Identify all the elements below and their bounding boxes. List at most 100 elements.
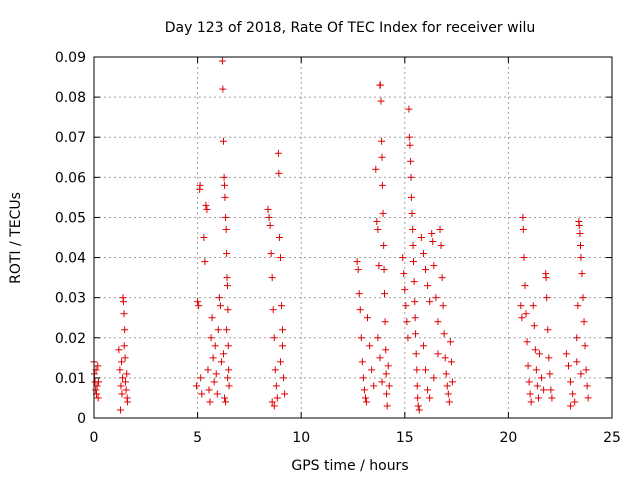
x-tick-label: 25 bbox=[603, 430, 621, 446]
data-point bbox=[121, 354, 129, 362]
data-point bbox=[362, 398, 370, 406]
data-point bbox=[519, 213, 527, 221]
x-axis-label: GPS time / hours bbox=[291, 458, 408, 474]
data-point bbox=[419, 342, 427, 350]
data-point bbox=[525, 378, 533, 386]
data-point bbox=[575, 221, 583, 229]
data-point bbox=[360, 386, 368, 394]
data-point bbox=[518, 314, 526, 322]
data-point bbox=[432, 294, 440, 302]
data-point bbox=[269, 306, 277, 314]
data-point bbox=[408, 209, 416, 217]
data-point bbox=[439, 302, 447, 310]
data-point bbox=[203, 205, 211, 213]
data-point bbox=[546, 370, 554, 378]
data-point bbox=[540, 386, 548, 394]
data-point bbox=[356, 306, 364, 314]
data-point bbox=[218, 57, 226, 65]
data-point bbox=[223, 250, 231, 258]
data-point bbox=[446, 338, 454, 346]
data-point bbox=[410, 258, 418, 266]
data-point bbox=[196, 181, 204, 189]
data-point bbox=[384, 362, 392, 370]
data-point bbox=[543, 294, 551, 302]
data-point bbox=[376, 81, 384, 89]
data-point bbox=[119, 298, 127, 306]
data-point bbox=[430, 374, 438, 382]
data-point bbox=[567, 378, 575, 386]
data-point bbox=[379, 209, 387, 217]
data-point bbox=[415, 406, 423, 414]
data-point bbox=[429, 238, 437, 246]
data-point bbox=[220, 173, 228, 181]
data-point bbox=[584, 394, 592, 402]
data-point bbox=[383, 390, 391, 398]
x-tick-label: 15 bbox=[396, 430, 414, 446]
data-point bbox=[118, 390, 126, 398]
data-point bbox=[117, 406, 125, 414]
data-point bbox=[545, 354, 553, 362]
data-point bbox=[426, 394, 434, 402]
data-point bbox=[406, 141, 414, 149]
axis-ticks bbox=[93, 56, 613, 419]
data-point bbox=[361, 394, 369, 402]
data-point bbox=[373, 217, 381, 225]
data-point bbox=[205, 386, 213, 394]
data-point bbox=[582, 366, 590, 374]
data-point bbox=[410, 278, 418, 286]
y-tick-label: 0.02 bbox=[55, 331, 86, 347]
data-point bbox=[444, 390, 452, 398]
data-point bbox=[409, 242, 417, 250]
data-point bbox=[403, 318, 411, 326]
data-point bbox=[354, 266, 362, 274]
x-tick-label: 10 bbox=[292, 430, 310, 446]
data-point bbox=[209, 354, 217, 362]
data-point bbox=[378, 378, 386, 386]
data-point bbox=[527, 398, 535, 406]
data-point bbox=[266, 221, 274, 229]
data-point bbox=[222, 398, 230, 406]
data-point bbox=[411, 314, 419, 322]
data-point bbox=[520, 254, 528, 262]
data-point bbox=[419, 250, 427, 258]
data-point bbox=[370, 382, 378, 390]
y-tick-label: 0.01 bbox=[55, 371, 86, 387]
data-point bbox=[221, 193, 229, 201]
data-point bbox=[412, 350, 420, 358]
data-point bbox=[521, 282, 529, 290]
data-point bbox=[204, 366, 212, 374]
data-point bbox=[224, 374, 232, 382]
data-point bbox=[265, 213, 273, 221]
data-point bbox=[193, 382, 201, 390]
y-tick-label: 0.06 bbox=[55, 170, 86, 186]
data-point bbox=[577, 242, 585, 250]
data-point bbox=[115, 346, 123, 354]
y-tick-label: 0.08 bbox=[55, 90, 86, 106]
data-point bbox=[577, 254, 585, 262]
data-point bbox=[524, 362, 532, 370]
data-point bbox=[569, 390, 577, 398]
data-point bbox=[544, 326, 552, 334]
data-point bbox=[200, 234, 208, 241]
data-point bbox=[120, 310, 128, 318]
data-point bbox=[194, 298, 202, 306]
data-point bbox=[430, 262, 438, 270]
plot-frame bbox=[93, 56, 613, 419]
data-point bbox=[404, 334, 412, 342]
data-point bbox=[547, 386, 555, 394]
data-point bbox=[211, 342, 219, 350]
data-point bbox=[445, 398, 453, 406]
x-tick-label: 5 bbox=[193, 430, 202, 446]
data-point bbox=[221, 181, 229, 189]
data-point bbox=[271, 366, 279, 374]
data-point bbox=[375, 262, 383, 270]
data-point bbox=[548, 394, 556, 402]
data-point bbox=[198, 390, 206, 398]
data-point bbox=[578, 270, 586, 278]
data-point bbox=[276, 358, 284, 366]
data-point bbox=[564, 362, 572, 370]
data-point bbox=[424, 386, 432, 394]
data-point bbox=[447, 358, 455, 366]
data-point bbox=[380, 242, 388, 250]
